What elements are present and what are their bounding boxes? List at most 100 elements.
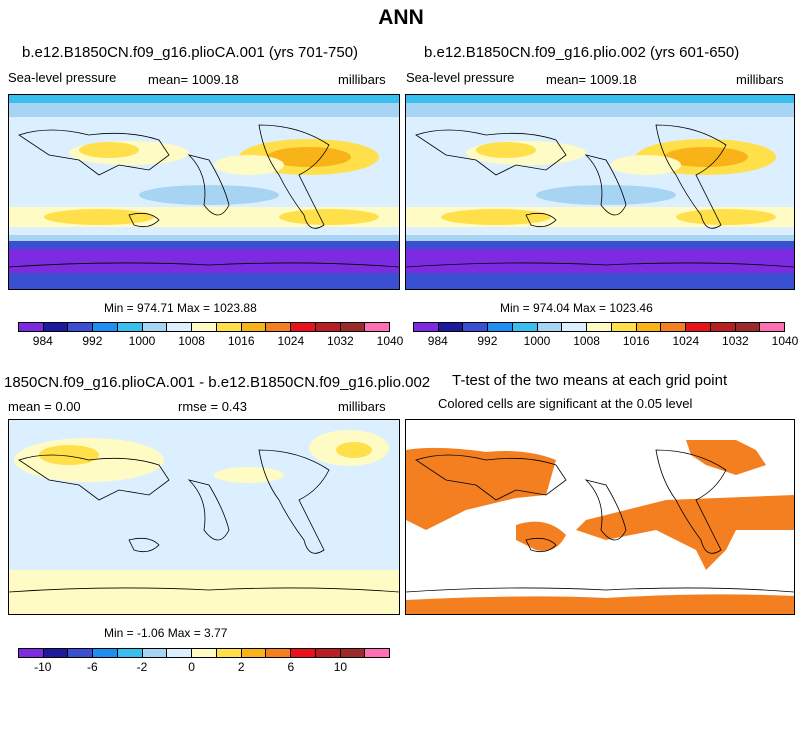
panel-2-mean: mean= 1009.18 (546, 72, 637, 87)
colorbar-tick-label: 1024 (672, 334, 700, 348)
colorbar-tick-label: 1016 (227, 334, 255, 348)
colorbar-swatch (93, 649, 118, 657)
colorbar-tick-label: 2 (237, 660, 245, 674)
colorbar-swatch (142, 323, 168, 331)
colorbar-tick-label: 1016 (622, 334, 650, 348)
colorbar-swatch (463, 323, 489, 331)
panel-3-rmse: rmse = 0.43 (178, 399, 248, 414)
colorbar-swatch (216, 649, 242, 657)
colorbar-swatch (43, 323, 69, 331)
colorbar-swatch (735, 323, 761, 331)
colorbar-tick-label: -6 (87, 660, 98, 674)
colorbar-swatch (636, 323, 662, 331)
colorbar-tick-label: 1040 (771, 334, 799, 348)
panel-1-map-plot (9, 95, 399, 289)
colorbar-swatch (19, 323, 44, 331)
panel-1-colorbar (18, 322, 390, 332)
panel-2-variable: Sea-level pressure (406, 70, 515, 85)
panel-4-map (405, 419, 795, 615)
colorbar-swatch (266, 323, 292, 331)
colorbar-swatch (216, 323, 242, 331)
colorbar-swatch (414, 323, 439, 331)
colorbar-swatch (488, 323, 513, 331)
panel-2-title: b.e12.B1850CN.f09_g16.plio.002 (yrs 601-… (424, 44, 740, 61)
colorbar-swatch (512, 323, 538, 331)
panel-3-map-plot (9, 420, 399, 614)
colorbar-swatch (241, 323, 267, 331)
colorbar-tick-label: 984 (427, 334, 448, 348)
colorbar-tick-label: 1032 (327, 334, 354, 348)
colorbar-swatch (93, 323, 118, 331)
colorbar-tick-label: 10 (333, 660, 348, 674)
colorbar-tick-label: 1032 (722, 334, 749, 348)
colorbar-swatch (340, 323, 366, 331)
colorbar-tick-label: -2 (136, 660, 148, 674)
panel-1-stats: Min = 974.71 Max = 1023.88 (104, 301, 257, 315)
colorbar-tick-label: 6 (287, 660, 295, 674)
panel-2-colorbar-ticks: 984 992 1000 1008 1016 1024 1032 1040 (413, 334, 799, 350)
colorbar-swatch (365, 649, 390, 657)
panel-4-subtitle: Colored cells are significant at the 0.0… (438, 396, 693, 411)
colorbar-swatch (68, 323, 94, 331)
colorbar-tick-label: 992 (82, 334, 103, 348)
colorbar-tick-label: 984 (32, 334, 53, 348)
colorbar-swatch (562, 323, 588, 331)
colorbar-swatch (142, 649, 168, 657)
colorbar-swatch (340, 649, 366, 657)
panel-2-map-plot (406, 95, 794, 289)
panel-3-colorbar-ticks: -10 -6 -2 0 2 6 10 (18, 660, 390, 676)
panel-1-map (8, 94, 400, 290)
panel-1-colorbar-ticks: 984 992 1000 1008 1016 1024 1032 1040 (18, 334, 404, 350)
colorbar-swatch (291, 649, 316, 657)
colorbar-tick-label: 1024 (277, 334, 305, 348)
panel-2-units: millibars (736, 72, 784, 87)
colorbar-swatch (710, 323, 736, 331)
colorbar-swatch (117, 649, 143, 657)
panel-3-title: 1850CN.f09_g16.plioCA.001 - b.e12.B1850C… (4, 374, 431, 391)
colorbar-tick-label: 1008 (573, 334, 600, 348)
colorbar-swatch (192, 323, 217, 331)
panel-4-map-plot (406, 420, 794, 614)
panel-2-colorbar (413, 322, 785, 332)
panel-1-variable: Sea-level pressure (8, 70, 117, 85)
colorbar-swatch (291, 323, 316, 331)
colorbar-swatch (315, 649, 341, 657)
panel-2-map (405, 94, 795, 290)
colorbar-swatch (43, 649, 69, 657)
colorbar-swatch (611, 323, 637, 331)
colorbar-swatch (661, 323, 687, 331)
panel-1-units: millibars (338, 72, 386, 87)
colorbar-swatch (167, 323, 193, 331)
colorbar-tick-label: -10 (34, 660, 52, 674)
colorbar-tick-label: 1000 (523, 334, 551, 348)
panel-1-title: b.e12.B1850CN.f09_g16.plioCA.001 (yrs 70… (22, 44, 359, 61)
colorbar-swatch (117, 323, 143, 331)
colorbar-swatch (760, 323, 785, 331)
colorbar-swatch (537, 323, 563, 331)
panel-3-units: millibars (338, 399, 386, 414)
panel-1-mean: mean= 1009.18 (148, 72, 239, 87)
panel-3-colorbar (18, 648, 390, 658)
panel-3-map (8, 419, 400, 615)
colorbar-tick-label: 992 (477, 334, 498, 348)
colorbar-swatch (192, 649, 217, 657)
colorbar-swatch (438, 323, 464, 331)
panel-4-title: T-test of the two means at each grid poi… (452, 372, 728, 389)
panel-3-mean: mean = 0.00 (8, 399, 81, 414)
colorbar-swatch (68, 649, 94, 657)
colorbar-tick-label: 1040 (376, 334, 404, 348)
colorbar-swatch (587, 323, 612, 331)
colorbar-swatch (167, 649, 193, 657)
panel-3-stats: Min = -1.06 Max = 3.77 (104, 626, 228, 640)
colorbar-swatch (19, 649, 44, 657)
colorbar-tick-label: 0 (188, 660, 195, 674)
colorbar-swatch (686, 323, 711, 331)
figure-title: ANN (378, 6, 424, 29)
colorbar-swatch (266, 649, 292, 657)
colorbar-swatch (365, 323, 390, 331)
colorbar-swatch (241, 649, 267, 657)
colorbar-swatch (315, 323, 341, 331)
colorbar-tick-label: 1008 (178, 334, 205, 348)
panel-2-stats: Min = 974.04 Max = 1023.46 (500, 301, 653, 315)
colorbar-tick-label: 1000 (128, 334, 156, 348)
